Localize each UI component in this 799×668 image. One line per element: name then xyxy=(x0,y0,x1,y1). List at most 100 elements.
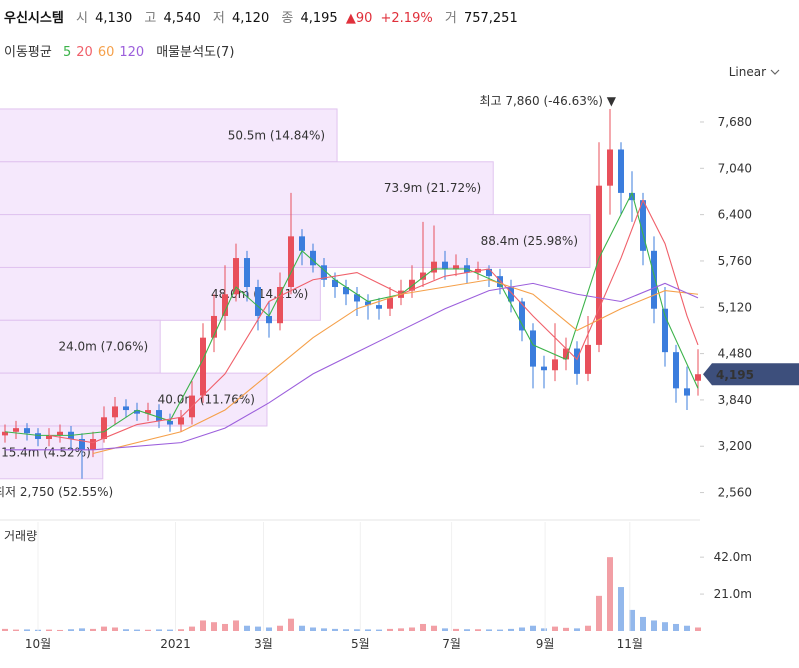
y-tick-label: 4,480 xyxy=(718,347,752,361)
volume-bar xyxy=(552,626,558,631)
x-tick-label: 10월 xyxy=(25,637,51,651)
volume-bar xyxy=(387,628,393,631)
volume-bar xyxy=(90,628,96,631)
ma-legend-item: 20 xyxy=(76,45,93,60)
field-value: 757,251 xyxy=(464,11,518,26)
y-tick-label: 2,560 xyxy=(718,486,752,500)
candle-body xyxy=(167,420,173,425)
x-tick-label: 7월 xyxy=(442,637,461,651)
volume-bar xyxy=(629,609,635,631)
price-tag-label: 4,195 xyxy=(716,368,754,382)
profile-bar xyxy=(0,425,104,480)
volume-bar xyxy=(684,625,690,631)
field-value: 4,120 xyxy=(232,11,269,26)
profile-bar xyxy=(0,108,338,163)
candle-body xyxy=(343,287,349,295)
candle-body xyxy=(321,265,327,280)
y-tick-label: 5,760 xyxy=(718,254,752,268)
volume-bar xyxy=(211,622,217,631)
x-tick-label: 9월 xyxy=(536,637,555,651)
candle-body xyxy=(376,305,382,309)
volume-bar xyxy=(310,627,316,631)
volume-bar xyxy=(343,629,349,631)
candle-body xyxy=(508,287,514,302)
volume-bar xyxy=(563,627,569,631)
ma-legend-item: 5 xyxy=(63,45,71,60)
candle-body xyxy=(57,431,63,436)
candle-body xyxy=(585,344,591,374)
candle-body xyxy=(431,261,437,273)
candle-body xyxy=(618,149,624,193)
candle-body xyxy=(90,439,96,450)
profile-bar xyxy=(0,214,591,268)
field-value: 4,130 xyxy=(95,11,132,26)
candle-body xyxy=(288,236,294,288)
volume-tick-label: 21.0m xyxy=(714,587,752,601)
candle-body xyxy=(156,410,162,421)
volume-bar xyxy=(651,620,657,631)
volume-bar xyxy=(508,628,514,631)
candle-body xyxy=(310,250,316,266)
candle-body xyxy=(24,428,30,434)
candle-body xyxy=(629,192,635,201)
volume-bar xyxy=(640,616,646,631)
profile-bar xyxy=(0,266,321,321)
volume-bar xyxy=(13,629,19,631)
candle-body xyxy=(233,258,239,295)
volume-bar xyxy=(662,622,668,631)
volume-bar xyxy=(332,628,338,631)
volume-bar xyxy=(79,628,85,631)
y-tick-label: 7,040 xyxy=(718,161,752,175)
dropdown-icon xyxy=(770,69,780,75)
candle-body xyxy=(420,272,426,280)
ma-legend-item: 120 xyxy=(119,45,144,60)
price-tag xyxy=(703,363,799,386)
volume-bar xyxy=(24,629,30,631)
candle-body xyxy=(222,294,228,316)
ma-legend[interactable]: 이동평균 5 20 60 120 매물분석도(7) xyxy=(4,45,234,60)
volume-bar xyxy=(673,623,679,631)
field-label: 고 xyxy=(144,11,156,26)
candle-body xyxy=(684,388,690,396)
field-value: 4,540 xyxy=(164,11,201,26)
volume-bar xyxy=(519,627,525,631)
candle-body xyxy=(134,410,140,414)
candle-body xyxy=(244,258,250,288)
high-annotation: 최고 7,860 (-46.63%) ▼ xyxy=(479,94,616,108)
volume-bar xyxy=(255,626,261,631)
ma-legend-item: 60 xyxy=(98,45,115,60)
volume-bar xyxy=(233,620,239,631)
candle-body xyxy=(35,433,41,440)
scale-mode[interactable]: Linear xyxy=(729,65,766,79)
volume-bar xyxy=(695,627,701,631)
volume-title: 거래량 xyxy=(4,529,37,543)
volume-bar xyxy=(101,626,107,631)
volume-bar xyxy=(112,627,118,631)
ma-line xyxy=(5,282,699,451)
volume-bar xyxy=(46,629,52,631)
volume-bar xyxy=(134,629,140,631)
profile-label: 88.4m (25.98%) xyxy=(481,234,578,248)
field-label: 시 xyxy=(76,11,88,26)
volume-bar xyxy=(442,628,448,631)
candle-body xyxy=(673,352,679,389)
candle-body xyxy=(541,366,547,371)
volume-bar xyxy=(68,629,74,631)
volume-tick-label: 42.0m xyxy=(714,550,752,564)
candle-body xyxy=(387,297,393,309)
x-tick-label: 3월 xyxy=(254,637,273,651)
candle-body xyxy=(596,185,602,345)
candle-body xyxy=(695,374,701,381)
candle-body xyxy=(574,348,580,374)
candle-body xyxy=(486,268,492,277)
candle-body xyxy=(211,315,217,338)
profile-label: 73.9m (21.72%) xyxy=(384,181,481,195)
volume-bar xyxy=(200,620,206,631)
candle-body xyxy=(145,410,151,414)
candle-body xyxy=(123,406,129,411)
header: 우신시스템 시 4,130 고 4,540 저 4,120 종 4,195 ▲9… xyxy=(4,11,518,26)
y-tick-label: 5,120 xyxy=(718,300,752,314)
volume-bar xyxy=(420,623,426,631)
volume-bar xyxy=(541,628,547,631)
volume-bar xyxy=(299,625,305,631)
